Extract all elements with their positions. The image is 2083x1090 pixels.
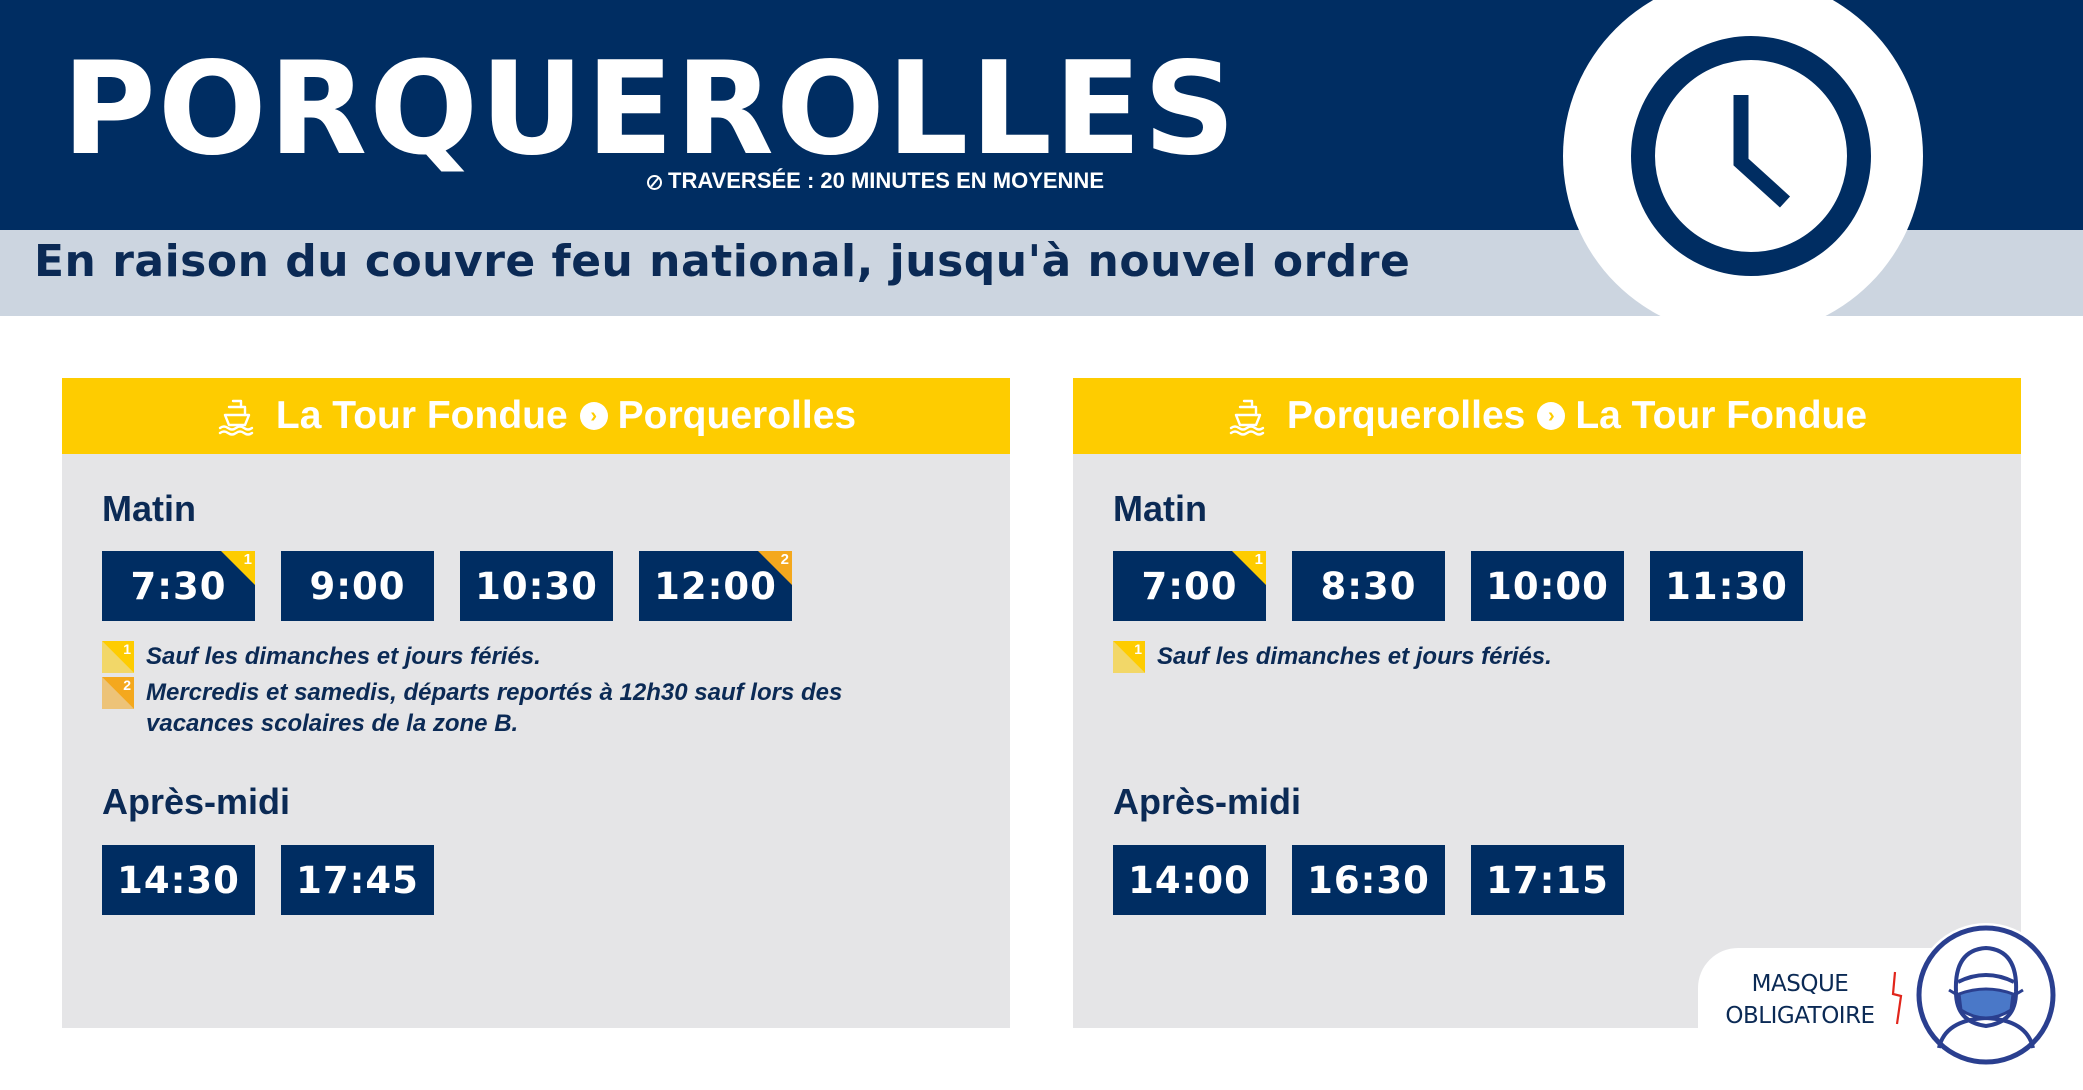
lightning-accent-icon	[1891, 971, 1903, 1025]
afternoon-departures: 14:00 16:30 17:15	[1113, 845, 1650, 915]
departure-time: 9:00	[281, 551, 434, 621]
departure-time: 7:30 1	[102, 551, 255, 621]
departure-time: 7:00 1	[1113, 551, 1266, 621]
curfew-notice: En raison du couvre feu national, jusqu'…	[34, 236, 1411, 287]
route-destination: Porquerolles	[617, 394, 857, 437]
departure-time: 12:00 2	[639, 551, 792, 621]
timer-icon	[647, 175, 662, 190]
clock-icon	[1563, 0, 1923, 316]
footnote-1-marker: 1	[1113, 641, 1145, 673]
footnote-2-marker: 2	[102, 677, 134, 709]
departure-time: 14:30	[102, 845, 255, 915]
masked-person-icon	[1914, 923, 2058, 1067]
route-panel-tour-fondue-to-porquerolles: La Tour Fondue › Porquerolles Matin 7:30…	[62, 378, 1010, 1028]
route-origin: La Tour Fondue	[275, 394, 568, 437]
footnote-text: Mercredis et samedis, départs reportés à…	[146, 679, 843, 737]
departure-time: 17:15	[1471, 845, 1624, 915]
footnote-text: Sauf les dimanches et jours fériés.	[1157, 643, 1552, 670]
route-origin: Porquerolles	[1286, 394, 1526, 437]
arrow-right-icon: ›	[1537, 402, 1566, 430]
afternoon-departures: 14:30 17:45	[102, 845, 460, 915]
route-destination: La Tour Fondue	[1575, 394, 1868, 437]
departure-time: 10:00	[1471, 551, 1624, 621]
ferry-icon	[218, 399, 254, 436]
crossing-duration-text: TRAVERSÉE : 20 MINUTES EN MOYENNE	[668, 168, 1104, 193]
route-panel-porquerolles-to-tour-fondue: Porquerolles › La Tour Fondue Matin 7:00…	[1073, 378, 2021, 1028]
mask-notice-line2: OBLIGATOIRE	[1725, 1003, 1875, 1029]
afternoon-label: Après-midi	[102, 781, 291, 822]
footnote-2: 2 Mercredis et samedis, départs reportés…	[102, 677, 946, 739]
morning-label: Matin	[102, 488, 196, 529]
ferry-icon	[1229, 399, 1265, 436]
footnote-1-marker: 1	[102, 641, 134, 673]
departure-time: 10:30	[460, 551, 613, 621]
departure-time: 14:00	[1113, 845, 1266, 915]
route-header: La Tour Fondue › Porquerolles	[62, 378, 1010, 454]
footnote-text: Sauf les dimanches et jours fériés.	[146, 643, 541, 670]
arrow-right-icon: ›	[579, 402, 608, 430]
morning-departures: 7:30 1 9:00 10:30 12:00 2	[102, 551, 818, 621]
footnote-1: 1 Sauf les dimanches et jours fériés.	[102, 641, 946, 673]
crossing-duration: TRAVERSÉE : 20 MINUTES EN MOYENNE	[624, 168, 1104, 194]
departure-time: 17:45	[281, 845, 434, 915]
mask-notice-text: MASQUE OBLIGATOIRE	[1720, 968, 1880, 1032]
footnote-1: 1 Sauf les dimanches et jours fériés.	[1113, 641, 1957, 673]
clock-badge	[1563, 0, 1923, 316]
morning-label: Matin	[1113, 488, 1207, 529]
afternoon-label: Après-midi	[1113, 781, 1302, 822]
departure-time: 16:30	[1292, 845, 1445, 915]
morning-departures: 7:00 1 8:30 10:00 11:30	[1113, 551, 1829, 621]
route-header: Porquerolles › La Tour Fondue	[1073, 378, 2021, 454]
page-title: PORQUEROLLES	[62, 35, 1238, 184]
departure-time: 11:30	[1650, 551, 1803, 621]
mask-notice-line1: MASQUE	[1751, 971, 1849, 997]
departure-time: 8:30	[1292, 551, 1445, 621]
